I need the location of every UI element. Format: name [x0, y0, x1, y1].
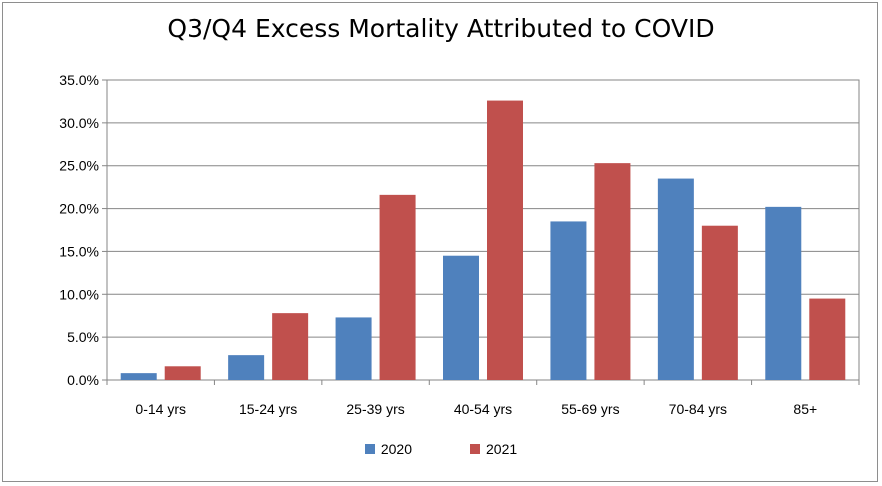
- y-tick-label: 25.0%: [59, 158, 99, 174]
- x-tick-label: 85+: [793, 401, 817, 417]
- legend-swatch-2021: [470, 444, 480, 454]
- bar-2021: [164, 366, 201, 380]
- bar-2020: [657, 178, 694, 380]
- y-tick-label: 30.0%: [59, 115, 99, 131]
- legend-item-2021: 2021: [470, 441, 517, 457]
- x-tick-label: 70-84 yrs: [669, 401, 727, 417]
- bar-2021: [701, 225, 738, 380]
- bar-2020: [120, 373, 157, 380]
- y-tick-label: 20.0%: [59, 201, 99, 217]
- y-tick-label: 0.0%: [67, 372, 99, 388]
- y-tick-label: 15.0%: [59, 243, 99, 259]
- bar-2021: [272, 313, 309, 380]
- bar-2020: [335, 317, 372, 380]
- x-tick-label: 25-39 yrs: [346, 401, 404, 417]
- bar-2020: [228, 355, 265, 380]
- y-tick-label: 5.0%: [67, 329, 99, 345]
- bar-2020: [765, 206, 802, 380]
- chart-title: Q3/Q4 Excess Mortality Attributed to COV…: [167, 14, 715, 43]
- bar-2020: [550, 221, 587, 380]
- y-tick-label: 10.0%: [59, 286, 99, 302]
- x-tick-label: 0-14 yrs: [135, 401, 186, 417]
- legend: 2020 2021: [0, 441, 882, 457]
- legend-label-2020: 2020: [380, 441, 412, 457]
- plot-area: [106, 79, 860, 381]
- legend-item-2020: 2020: [364, 441, 412, 457]
- bar-2020: [443, 255, 479, 380]
- x-tick-label: 40-54 yrs: [454, 401, 512, 417]
- y-tick-label: 35.0%: [59, 72, 99, 88]
- x-tick-label: 55-69 yrs: [561, 401, 619, 417]
- x-tick-label: 15-24 yrs: [239, 401, 297, 417]
- legend-label-2021: 2021: [486, 441, 518, 457]
- bar-2021: [809, 298, 846, 380]
- bar-2021: [379, 194, 416, 380]
- bar-2021: [594, 163, 631, 380]
- legend-swatch-2020: [364, 444, 375, 454]
- bar-2021: [487, 100, 523, 381]
